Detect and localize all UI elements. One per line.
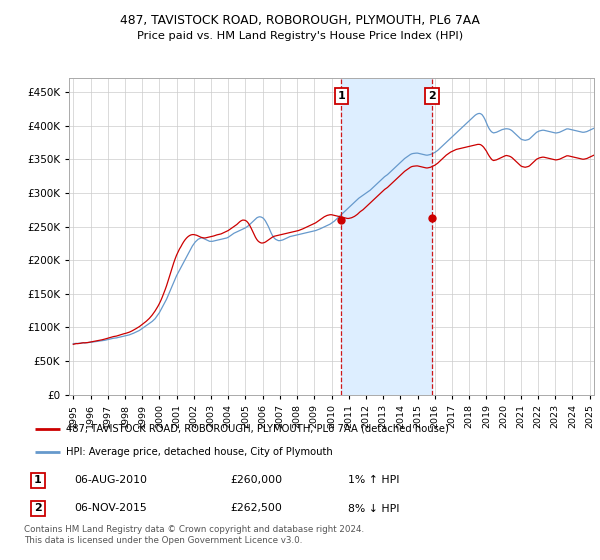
Text: 06-AUG-2010: 06-AUG-2010 [74,475,147,486]
Text: 487, TAVISTOCK ROAD, ROBOROUGH, PLYMOUTH, PL6 7AA (detached house): 487, TAVISTOCK ROAD, ROBOROUGH, PLYMOUTH… [66,423,449,433]
Text: 2: 2 [428,91,436,101]
Text: 2: 2 [34,503,42,514]
Text: 06-NOV-2015: 06-NOV-2015 [74,503,147,514]
Text: Contains HM Land Registry data © Crown copyright and database right 2024.
This d: Contains HM Land Registry data © Crown c… [24,525,364,545]
Text: Price paid vs. HM Land Registry's House Price Index (HPI): Price paid vs. HM Land Registry's House … [137,31,463,41]
Text: £262,500: £262,500 [230,503,283,514]
Bar [341,78,432,395]
Text: 8% ↓ HPI: 8% ↓ HPI [347,503,399,514]
Text: 1: 1 [338,91,346,101]
Text: 1% ↑ HPI: 1% ↑ HPI [347,475,399,486]
Text: 1: 1 [34,475,42,486]
Text: 487, TAVISTOCK ROAD, ROBOROUGH, PLYMOUTH, PL6 7AA: 487, TAVISTOCK ROAD, ROBOROUGH, PLYMOUTH… [120,14,480,27]
Text: HPI: Average price, detached house, City of Plymouth: HPI: Average price, detached house, City… [66,447,332,457]
Text: £260,000: £260,000 [230,475,283,486]
